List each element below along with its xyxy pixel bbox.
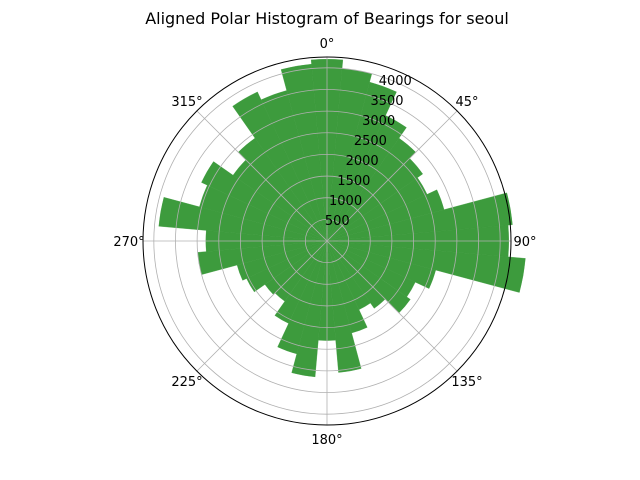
angular-gridline bbox=[326, 110, 458, 242]
angle-tick-label: 315° bbox=[171, 95, 202, 110]
chart-title: Aligned Polar Histogram of Bearings for … bbox=[145, 9, 509, 28]
angular-gridline bbox=[196, 240, 328, 372]
angle-tick-label: 0° bbox=[320, 37, 335, 52]
bar-350 bbox=[280, 64, 328, 242]
bar-100 bbox=[326, 240, 526, 293]
angle-tick-labels: 0° 45° 90° 135° 180° 225° 270° 315° bbox=[113, 37, 536, 448]
bar-210 bbox=[274, 240, 328, 324]
angle-tick-label: 90° bbox=[513, 235, 536, 250]
angular-gridline bbox=[326, 240, 458, 372]
radial-tick-label: 2000 bbox=[346, 154, 379, 169]
bar-30 bbox=[326, 115, 407, 242]
bar-110 bbox=[326, 240, 436, 289]
bar-170 bbox=[326, 240, 362, 373]
angle-tick-label: 45° bbox=[455, 95, 478, 110]
bar-200 bbox=[277, 240, 328, 355]
angle-tick-label: 135° bbox=[451, 375, 482, 390]
radial-tick-label: 2500 bbox=[354, 134, 387, 149]
bar-80 bbox=[326, 192, 513, 242]
angle-tick-label: 225° bbox=[171, 375, 202, 390]
radial-tick-label: 3500 bbox=[370, 94, 403, 109]
radial-tick-label: 3000 bbox=[362, 114, 395, 129]
polar-spine bbox=[142, 56, 512, 426]
bar-190 bbox=[291, 240, 328, 378]
radial-tick-label: 1500 bbox=[337, 174, 370, 189]
bars-layer bbox=[158, 59, 526, 378]
angular-gridline bbox=[196, 110, 328, 242]
angle-tick-label: 180° bbox=[311, 433, 342, 448]
radial-tick-label: 4000 bbox=[379, 74, 412, 89]
angle-tick-label: 270° bbox=[113, 235, 144, 250]
radial-tick-label: 1000 bbox=[329, 194, 362, 209]
grid-layer bbox=[143, 57, 511, 425]
bar-330 bbox=[232, 91, 328, 242]
bar-300 bbox=[201, 161, 328, 242]
radial-tick-label: 500 bbox=[325, 214, 350, 229]
radial-tick-labels: 500 1000 1500 2000 2500 3000 3500 4000 bbox=[325, 74, 412, 229]
